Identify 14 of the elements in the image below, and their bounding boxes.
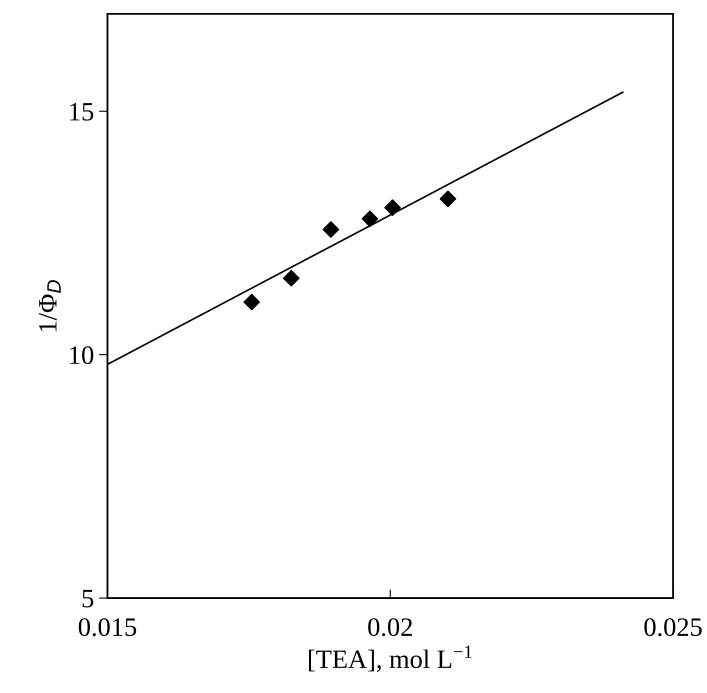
point [282,270,300,287]
point [384,199,401,216]
y-axis-title: 1/Φ$_{D}$ [39,280,61,332]
point [440,190,456,208]
point [362,210,378,228]
y-tick-label: 10 [70,346,94,364]
x-tick-label: 0.015 [78,618,136,636]
point [243,294,260,310]
y-tick-label: 15 [70,102,94,121]
x-axis-title: [TEA], mol L$^{−1}$ [308,646,472,672]
y-tick-label: 5 [82,590,94,608]
x-tick-label: 0.025 [644,618,702,636]
point [322,221,340,238]
x-tick-label: 0.02 [368,618,412,636]
